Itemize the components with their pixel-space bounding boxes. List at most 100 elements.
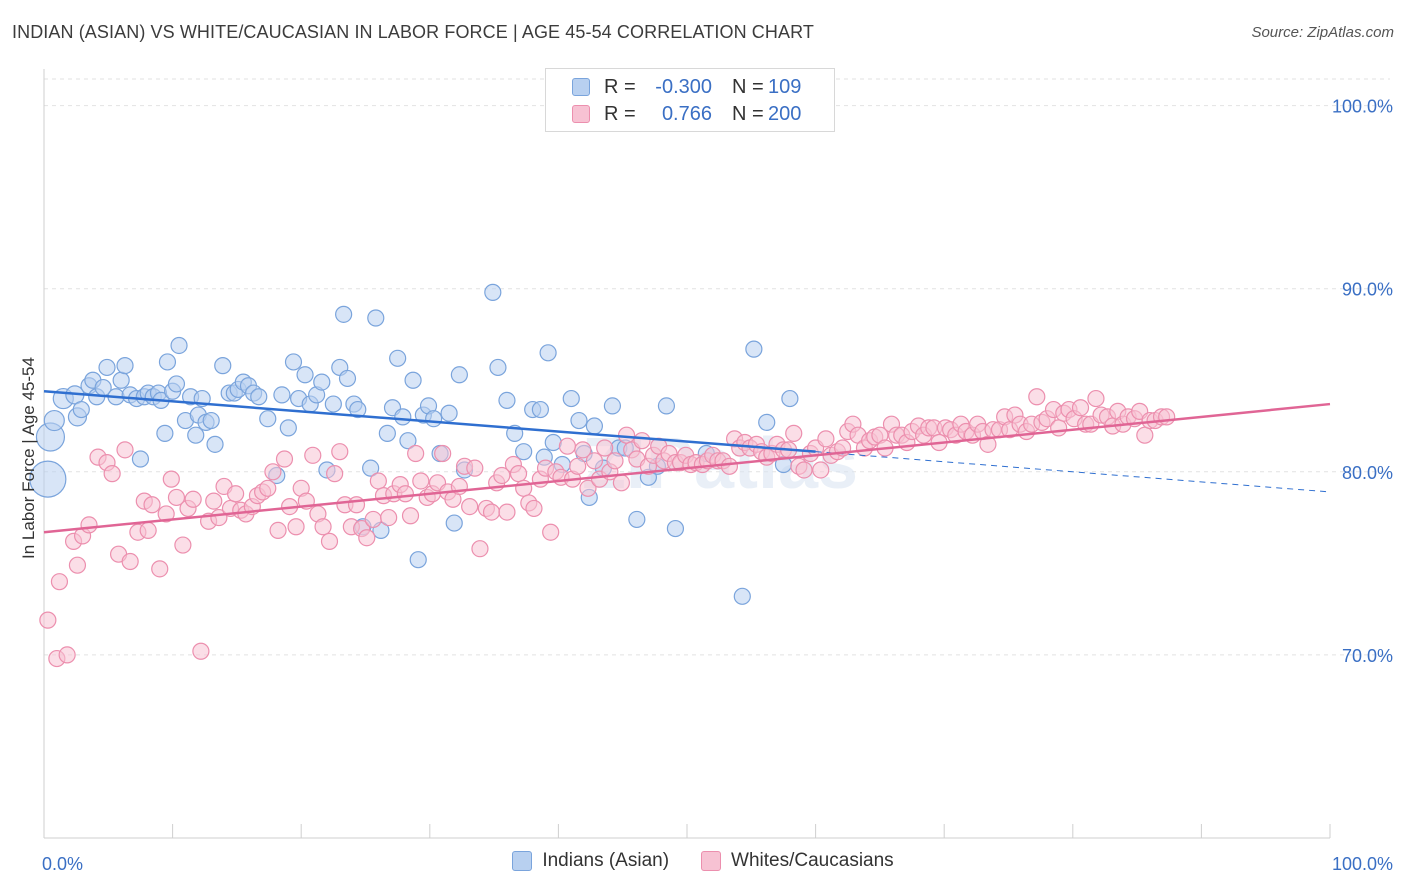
- point-indian: [158, 353, 177, 371]
- point-indian: [367, 309, 385, 327]
- point-white: [585, 452, 604, 470]
- point-white: [314, 518, 332, 536]
- point-white: [151, 560, 169, 578]
- point-indian: [745, 340, 763, 358]
- point-white: [347, 496, 366, 514]
- point-white: [493, 466, 511, 485]
- point-indian: [29, 460, 67, 498]
- grid-layer: [44, 78, 1390, 656]
- point-indian: [116, 357, 134, 375]
- points-layer: [29, 283, 1176, 668]
- point-white: [275, 450, 294, 468]
- point-white: [326, 465, 344, 483]
- point-white: [174, 536, 192, 554]
- point-indian: [187, 426, 205, 444]
- point-white: [466, 459, 484, 477]
- point-white: [364, 510, 382, 529]
- point-indian: [378, 424, 396, 442]
- y-tick-label: 90.0%: [1342, 280, 1393, 300]
- point-white: [612, 474, 631, 492]
- legend-r-label: R =: [604, 75, 636, 98]
- point-white: [1050, 419, 1068, 437]
- point-indian: [404, 371, 422, 389]
- point-indian: [156, 424, 174, 442]
- point-white: [574, 441, 592, 459]
- source-label: Source: ZipAtlas.com: [1251, 24, 1394, 41]
- point-indian: [399, 432, 417, 450]
- legend-n-label: N =: [732, 75, 764, 98]
- point-white: [558, 437, 577, 455]
- point-white: [157, 505, 175, 523]
- point-indian: [440, 404, 458, 422]
- point-indian: [531, 400, 549, 419]
- point-white: [304, 446, 322, 464]
- point-white: [817, 430, 835, 448]
- point-white: [1158, 408, 1176, 426]
- point-indian: [284, 353, 303, 371]
- point-indian: [389, 349, 407, 367]
- point-indian: [603, 397, 622, 415]
- legend-r-label: R =: [604, 102, 636, 125]
- point-indian: [781, 389, 799, 408]
- legend-item-whites[interactable]: Whites/Caucasians: [701, 850, 894, 872]
- legend-label-whites: Whites/Caucasians: [731, 850, 894, 871]
- point-white: [498, 503, 516, 521]
- point-white: [633, 432, 651, 450]
- point-indian: [43, 409, 65, 432]
- point-indian: [98, 358, 116, 377]
- y-axis-title: In Labor Force | Age 45-54: [19, 357, 38, 559]
- trend-line-indians: [43, 390, 816, 453]
- point-indian: [324, 395, 342, 413]
- y-tick-label: 70.0%: [1342, 646, 1393, 666]
- point-white: [227, 485, 245, 503]
- trend-line-whites: [43, 402, 1331, 534]
- legend-item-indians[interactable]: Indians (Asian): [512, 850, 669, 872]
- point-white: [162, 470, 180, 488]
- point-indian: [585, 417, 604, 435]
- point-white: [369, 472, 387, 490]
- x-tick-label: 0.0%: [42, 854, 83, 874]
- point-white: [380, 508, 398, 527]
- legend-row-indians: R = -0.300 N = 109: [572, 75, 801, 99]
- point-indian: [273, 386, 291, 404]
- legend-r-value: -0.300: [655, 75, 712, 98]
- point-white: [482, 503, 501, 521]
- point-indian: [206, 435, 224, 453]
- point-white: [542, 523, 560, 541]
- point-white: [167, 488, 186, 507]
- point-indian: [313, 373, 331, 391]
- axes-layer: 70.0% 80.0% 90.0% 100.0% 0.0% 100.0%: [42, 69, 1393, 874]
- point-indian: [170, 336, 188, 355]
- point-indian: [362, 459, 380, 477]
- point-white: [192, 642, 210, 660]
- point-white: [320, 532, 339, 550]
- point-white: [331, 443, 349, 461]
- point-white: [58, 646, 76, 664]
- point-white: [461, 497, 479, 516]
- legend-swatch-pink: [701, 851, 722, 871]
- point-indian: [394, 408, 412, 426]
- legend-row-whites: R = 0.766 N = 200: [572, 102, 801, 126]
- point-indian: [250, 388, 268, 406]
- legend-swatch-blue: [572, 78, 590, 96]
- point-white: [412, 472, 430, 490]
- point-indian: [570, 411, 588, 430]
- point-white: [407, 444, 425, 463]
- point-indian: [666, 519, 685, 538]
- point-white: [1136, 426, 1154, 444]
- point-white: [259, 479, 277, 497]
- point-white: [509, 465, 528, 483]
- point-indian: [131, 450, 150, 468]
- point-indian: [202, 411, 220, 430]
- point-indian: [409, 551, 427, 569]
- point-white: [785, 424, 803, 442]
- point-indian: [112, 371, 130, 389]
- point-indian: [335, 305, 353, 323]
- point-indian: [425, 410, 443, 428]
- point-white: [596, 439, 614, 457]
- point-white: [358, 529, 376, 547]
- point-white: [606, 452, 624, 470]
- point-white: [50, 573, 69, 591]
- point-indian: [349, 400, 367, 419]
